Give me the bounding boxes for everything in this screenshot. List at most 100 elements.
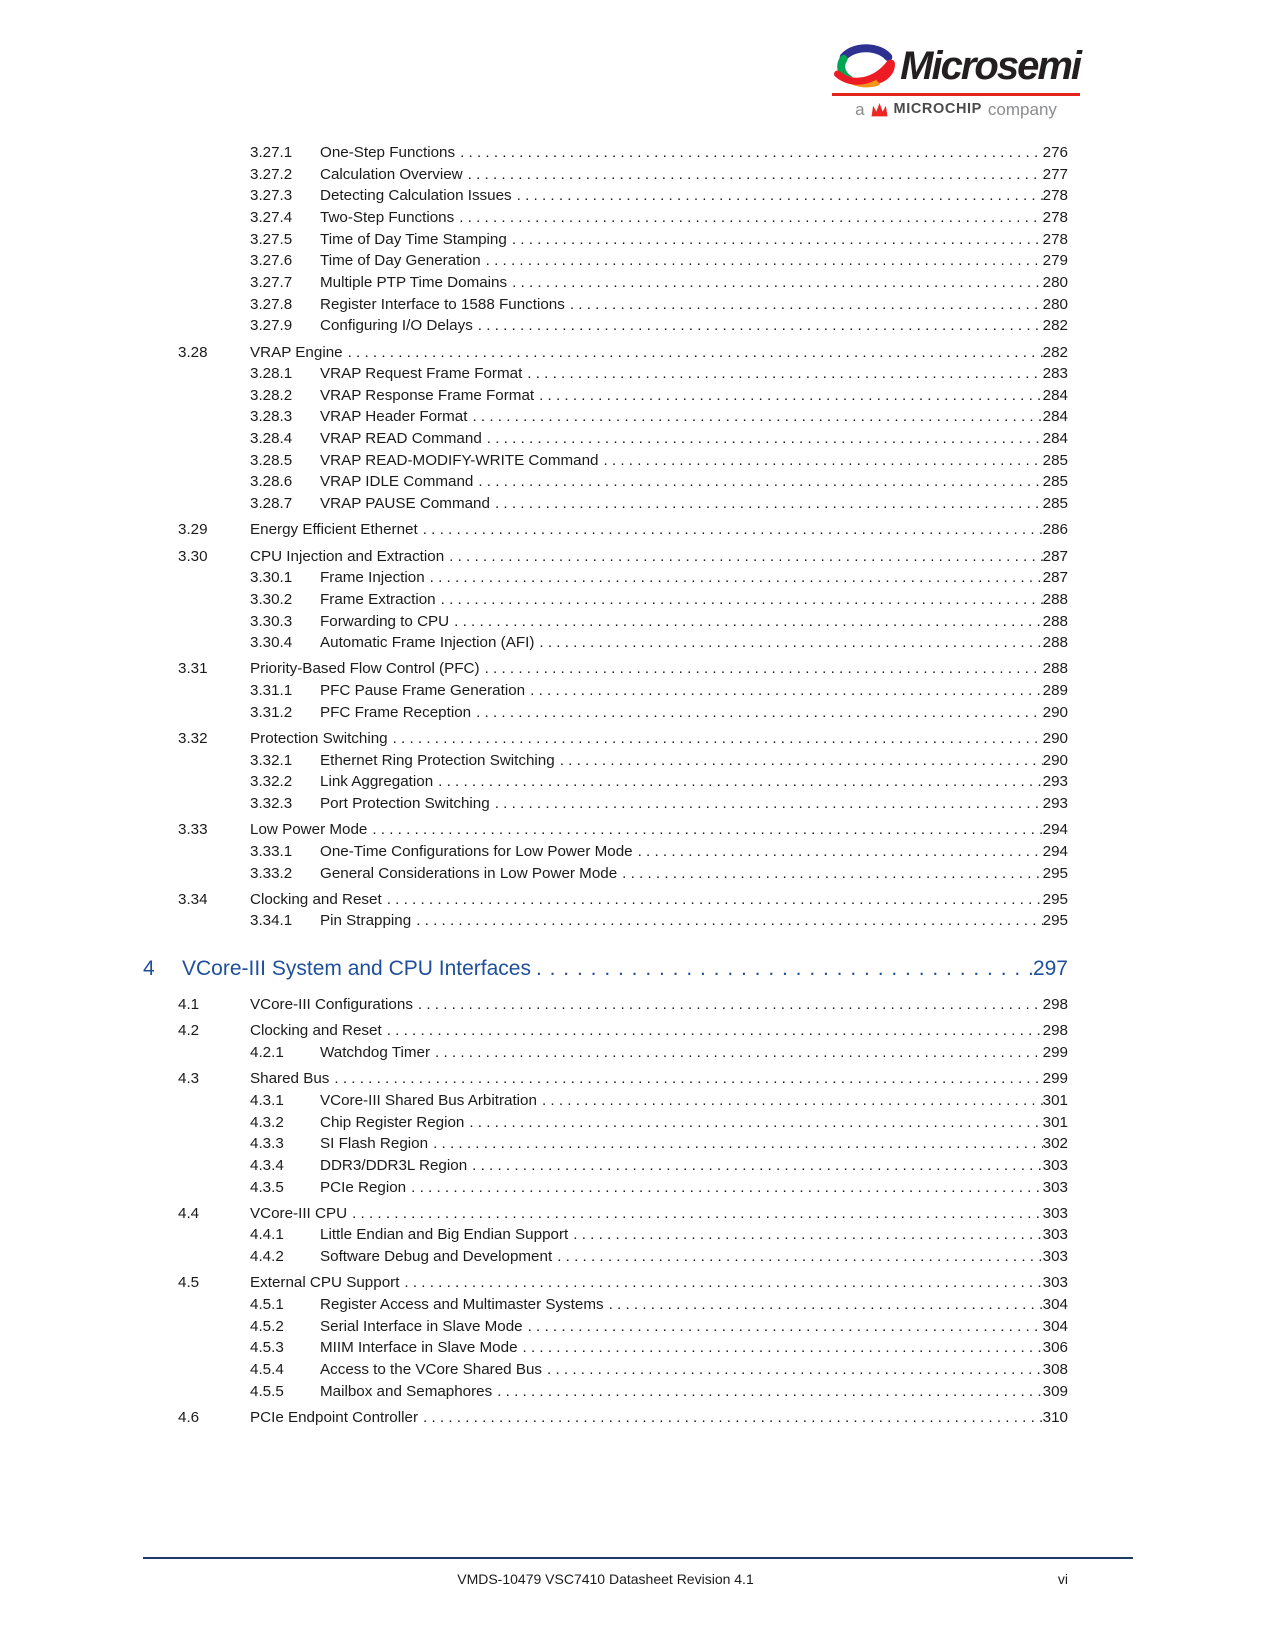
toc-entry-number: 3.34 bbox=[178, 890, 208, 908]
dot-leader: . . . . . . . . . . . . . . . . . . . . … bbox=[535, 957, 1033, 981]
toc-entry-title: Forwarding to CPU bbox=[320, 612, 450, 630]
dot-leader: . . . . . . . . . . . . . . . . . . . . … bbox=[622, 864, 1042, 882]
dot-leader: . . . . . . . . . . . . . . . . . . . . … bbox=[392, 730, 1043, 748]
microchip-logo-icon bbox=[871, 103, 888, 117]
toc-entry-title: Little Endian and Big Endian Support bbox=[320, 1226, 569, 1244]
toc-entry-number: 3.30 bbox=[178, 547, 208, 565]
toc-entry-title: Low Power Mode bbox=[250, 821, 368, 839]
toc-entry: 3.27.3 Detecting Calculation Issues. . . … bbox=[143, 185, 1068, 207]
dot-leader: . . . . . . . . . . . . . . . . . . . . … bbox=[547, 1361, 1043, 1378]
toc-entry-page: 284 bbox=[1042, 430, 1068, 448]
dot-leader: . . . . . . . . . . . . . . . . . . . . … bbox=[449, 547, 1042, 565]
toc-entry-title: Watchdog Timer bbox=[320, 1044, 431, 1062]
toc-entry: 3.30.3 Forwarding to CPU. . . . . . . . .… bbox=[143, 611, 1068, 633]
toc-entry-page: 289 bbox=[1042, 682, 1068, 700]
toc-entry-number: 4.3.4 bbox=[250, 1156, 284, 1174]
toc-entry-number: 3.31.1 bbox=[250, 682, 293, 700]
toc-entry-number: 3.28.4 bbox=[250, 430, 293, 448]
toc-entry-page: 297 bbox=[1032, 957, 1068, 981]
dot-leader: . . . . . . . . . . . . . . . . . . . . … bbox=[557, 1248, 1043, 1266]
toc-entry-number: 3.28.5 bbox=[250, 451, 293, 469]
toc-entry: 4.2 Clocking and Reset. . . . . . . . . .… bbox=[143, 1020, 1068, 1042]
toc-entry: 3.32.2 Link Aggregation. . . . . . . . . … bbox=[143, 771, 1068, 793]
toc-entry-number: 3.30.4 bbox=[250, 634, 293, 652]
toc-entry-number: 3.30.2 bbox=[250, 590, 293, 608]
toc-entry-page: 303 bbox=[1042, 1156, 1068, 1174]
toc-entry-title: One-Time Configurations for Low Power Mo… bbox=[320, 842, 633, 860]
dot-leader: . . . . . . . . . . . . . . . . . . . . … bbox=[497, 1382, 1042, 1400]
toc-entry-page: 285 bbox=[1042, 473, 1068, 491]
dot-leader: . . . . . . . . . . . . . . . . . . . . … bbox=[573, 1226, 1042, 1244]
dot-leader: . . . . . . . . . . . . . . . . . . . . … bbox=[476, 703, 1043, 721]
toc-entry: 3.34.1 Pin Strapping. . . . . . . . . . .… bbox=[143, 910, 1068, 932]
logo-red-rule bbox=[832, 93, 1080, 96]
toc-entry-title: CPU Injection and Extraction bbox=[250, 547, 445, 565]
toc-entry-page: 301 bbox=[1042, 1113, 1068, 1131]
toc-entry-title: Time of Day Time Stamping bbox=[320, 230, 507, 248]
dot-leader: . . . . . . . . . . . . . . . . . . . . … bbox=[433, 1135, 1043, 1153]
dot-leader: . . . . . . . . . . . . . . . . . . . . … bbox=[494, 495, 1043, 513]
dot-leader: . . . . . . . . . . . . . . . . . . . . … bbox=[411, 1178, 1043, 1196]
toc-entry: 3.28.4 VRAP READ Command. . . . . . . . .… bbox=[143, 428, 1068, 450]
microsemi-logo: Microsemi bbox=[832, 42, 1082, 90]
toc-entry: 3.28 VRAP Engine. . . . . . . . . . . . .… bbox=[143, 342, 1068, 364]
toc-entry: 3.28.6 VRAP IDLE Command. . . . . . . . .… bbox=[143, 471, 1068, 493]
dot-leader: . . . . . . . . . . . . . . . . . . . . … bbox=[539, 386, 1043, 404]
toc-chapter-row: 4 VCore-III System and CPU Interfaces. . … bbox=[143, 954, 1068, 984]
toc-entry-page: 286 bbox=[1042, 521, 1068, 539]
toc-entry: 3.27.1 One-Step Functions. . . . . . . . … bbox=[143, 142, 1068, 164]
dot-leader: . . . . . . . . . . . . . . . . . . . . … bbox=[603, 451, 1042, 469]
toc-entry-title: MIIM Interface in Slave Mode bbox=[320, 1339, 518, 1357]
toc-entry-page: 303 bbox=[1042, 1248, 1068, 1266]
toc-entry: 4.5.1 Register Access and Multimaster Sys… bbox=[143, 1294, 1068, 1316]
toc-entry: 3.27.8 Register Interface to 1588 Functio… bbox=[143, 294, 1068, 316]
toc-entry-number: 4.3 bbox=[178, 1070, 200, 1088]
toc-entry-page: 285 bbox=[1042, 451, 1068, 469]
toc-entry: 3.32.1 Ethernet Ring Protection Switching… bbox=[143, 750, 1068, 772]
toc-entry-title: VCore-III Configurations bbox=[250, 996, 413, 1014]
toc-entry: 4.4.1 Little Endian and Big Endian Suppor… bbox=[143, 1224, 1068, 1246]
toc-entry-page: 294 bbox=[1042, 842, 1068, 860]
toc-entry-title: VCore-III Shared Bus Arbitration bbox=[320, 1091, 537, 1109]
toc-entry-number: 3.27.3 bbox=[250, 187, 293, 205]
dot-leader: . . . . . . . . . . . . . . . . . . . . … bbox=[478, 473, 1042, 491]
toc-entry-number: 3.30.3 bbox=[250, 612, 293, 630]
toc-entry-title: General Considerations in Low Power Mode bbox=[320, 864, 618, 882]
dot-leader: . . . . . . . . . . . . . . . . . . . . … bbox=[454, 612, 1043, 630]
toc-entry-number: 4.4.1 bbox=[250, 1226, 284, 1244]
toc-entry-page: 306 bbox=[1042, 1339, 1068, 1357]
dot-leader: . . . . . . . . . . . . . . . . . . . . … bbox=[386, 1022, 1043, 1040]
toc-entry: 3.31.2 PFC Frame Reception. . . . . . . .… bbox=[143, 702, 1068, 724]
dot-leader: . . . . . . . . . . . . . . . . . . . . … bbox=[608, 1296, 1043, 1314]
toc-entry-page: 293 bbox=[1042, 773, 1068, 791]
toc-entry-title: External CPU Support bbox=[250, 1274, 400, 1292]
toc-entry: 4.4.2 Software Debug and Development. . .… bbox=[143, 1246, 1068, 1268]
toc-entry-title: VRAP READ-MODIFY-WRITE Command bbox=[320, 451, 599, 469]
toc-entry-title: Priority-Based Flow Control (PFC) bbox=[250, 660, 480, 678]
toc-entry-title: Frame Extraction bbox=[320, 590, 436, 608]
toc-entry-page: 279 bbox=[1042, 252, 1068, 270]
toc-entry-number: 4.5.3 bbox=[250, 1339, 284, 1357]
toc-entry-page: 298 bbox=[1042, 1022, 1068, 1040]
toc-entry-number: 4.4.2 bbox=[250, 1248, 284, 1266]
dot-leader: . . . . . . . . . . . . . . . . . . . . … bbox=[569, 295, 1043, 313]
dot-leader: . . . . . . . . . . . . . . . . . . . . … bbox=[637, 842, 1043, 860]
toc-entry-title: Link Aggregation bbox=[320, 773, 434, 791]
toc-entry-number: 4.5 bbox=[178, 1274, 200, 1292]
toc-entry-page: 309 bbox=[1042, 1382, 1068, 1400]
toc-entry-title: Software Debug and Development bbox=[320, 1248, 553, 1266]
toc-entry-page: 278 bbox=[1042, 187, 1068, 205]
toc-entry-page: 298 bbox=[1042, 996, 1068, 1014]
dot-leader: . . . . . . . . . . . . . . . . . . . . … bbox=[485, 252, 1043, 270]
toc-entry-title: Shared Bus bbox=[250, 1070, 330, 1088]
dot-leader: . . . . . . . . . . . . . . . . . . . . … bbox=[516, 187, 1043, 205]
dot-leader: . . . . . . . . . . . . . . . . . . . . … bbox=[469, 1113, 1042, 1131]
toc-entry-number: 4.2.1 bbox=[250, 1044, 284, 1062]
dot-leader: . . . . . . . . . . . . . . . . . . . . … bbox=[539, 634, 1042, 652]
toc-entry-number: 3.32.1 bbox=[250, 751, 293, 769]
dot-leader: . . . . . . . . . . . . . . . . . . . . … bbox=[422, 521, 1043, 539]
toc-entry-page: 303 bbox=[1042, 1226, 1068, 1244]
toc-entry-number: 3.28.2 bbox=[250, 386, 293, 404]
dot-leader: . . . . . . . . . . . . . . . . . . . . … bbox=[477, 317, 1043, 335]
toc-entry-title: VRAP Engine bbox=[250, 343, 343, 361]
